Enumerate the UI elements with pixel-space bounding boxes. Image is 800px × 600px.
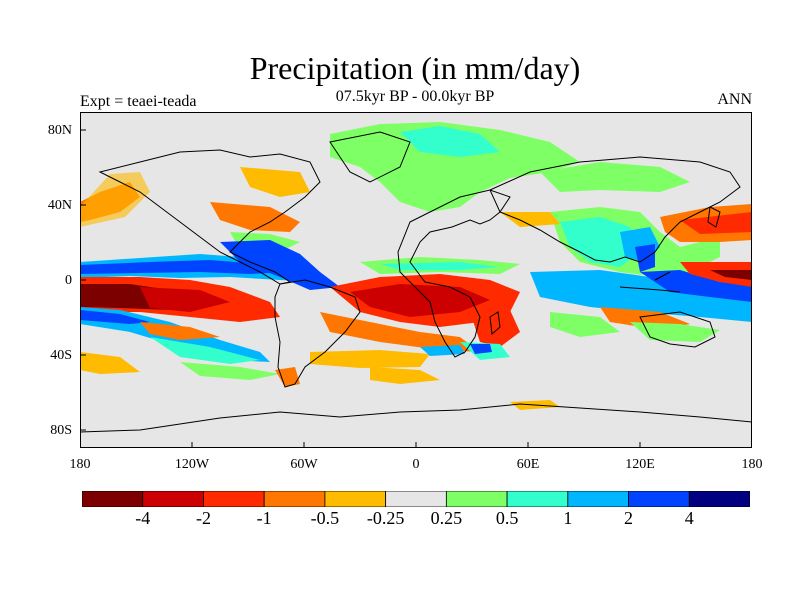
anomaly-region-spcz-core	[80, 310, 150, 324]
lon-tick-label: 120E	[625, 457, 655, 472]
anomaly-region-maritime	[640, 270, 752, 302]
anomaly-region-s-indian-yellow	[370, 367, 440, 384]
map-title: Precipitation (in mm/day)	[249, 50, 581, 86]
lon-tick-label: 60E	[516, 457, 540, 472]
anomaly-region-itcz-pacific-core	[80, 260, 290, 274]
colorbar-label: -1	[256, 508, 272, 528]
anomaly-region-s-africa	[470, 310, 520, 347]
anomaly-region-ne-pacific-outer	[80, 172, 150, 227]
colorbar-label: -4	[135, 508, 151, 528]
colorbar-label: -0.5	[310, 508, 340, 528]
colorbar-swatch	[688, 491, 750, 507]
anomaly-region-s-ocean-2	[80, 352, 140, 374]
experiment-label: Expt = teaei-teada	[80, 93, 197, 110]
anomaly-region-s-ocean-cyan	[550, 312, 620, 337]
anomaly-region-india	[560, 217, 640, 267]
lat-tick-label: 0	[65, 273, 72, 288]
anomaly-region-w-pacific-red	[680, 262, 752, 287]
colorbar-swatch	[445, 491, 508, 507]
colorbar-swatch	[263, 491, 326, 507]
anomaly-region-w-pacific-core	[710, 270, 752, 280]
colorbar-swatch	[567, 491, 629, 507]
anomaly-region-s-pacific-cyan	[150, 337, 260, 364]
anomaly-region-s-ocean-1	[180, 362, 280, 380]
anomaly-region-s-atlantic-core	[350, 284, 490, 317]
colorbar-swatch	[142, 491, 204, 507]
precipitation-map	[80, 112, 752, 448]
anomaly-region-s-pacific-orange	[140, 322, 220, 340]
map-frame	[80, 112, 752, 448]
anomaly-region-n-africa-orange	[500, 212, 560, 227]
lat-tick-label: 40S	[50, 348, 72, 363]
colorbar-swatch	[506, 491, 569, 507]
lat-tick-label: 40N	[47, 198, 72, 213]
anomaly-region-n-atlantic	[210, 202, 300, 232]
anomaly-region-s-atlantic-yellow	[310, 350, 430, 368]
anomaly-region-eq-pacific-mid	[140, 287, 230, 312]
colorbar-label: 2	[624, 508, 634, 528]
anomaly-region-patagonia	[275, 367, 300, 387]
anomaly-region-central-america	[220, 240, 340, 290]
colorbar-swatch	[82, 491, 144, 507]
anomaly-region-philippines	[635, 244, 655, 272]
lon-tick-label: 0	[412, 457, 420, 472]
map-subtitle: 07.5kyr BP - 00.0kyr BP	[335, 88, 495, 105]
lat-tick-label: 80N	[47, 123, 72, 138]
anomaly-region-nw-pacific-core	[680, 212, 752, 234]
anomaly-region-indian-ocean	[530, 270, 752, 322]
colorbar-label: 0.25	[430, 508, 463, 528]
anomaly-region-s-indian-blue	[470, 344, 492, 354]
colorbar-label: -0.25	[366, 508, 405, 528]
colorbar	[82, 491, 750, 507]
anomaly-region-arctic-inner	[400, 126, 500, 157]
colorbar-label: 0.5	[495, 508, 519, 528]
colorbar-swatch	[385, 491, 447, 507]
anomaly-region-siberia	[540, 162, 690, 192]
lon-tick-label: 180	[741, 457, 763, 472]
anomaly-region-arctic	[330, 122, 580, 212]
colorbar-label: 1	[563, 508, 573, 528]
lat-tick-label: 80S	[50, 423, 72, 438]
anomaly-region-canada	[240, 167, 310, 197]
anomaly-region-s-atlantic-orange	[320, 312, 480, 352]
season-label: ANN	[717, 91, 752, 108]
coastlines	[80, 131, 752, 433]
colorbar-swatch	[324, 491, 387, 507]
anomaly-region-s-ocean-4	[420, 345, 465, 356]
colorbar-label: -2	[195, 508, 211, 528]
anomaly-region-sahel-core	[380, 262, 500, 270]
lon-tick-label: 180	[69, 457, 91, 472]
lon-tick-label: 120W	[174, 457, 210, 472]
lon-tick-label: 60W	[290, 457, 318, 472]
anomaly-region-australia	[630, 322, 720, 342]
colorbar-swatch	[203, 491, 265, 507]
colorbar-label: 4	[684, 508, 694, 528]
colorbar-swatch	[628, 491, 690, 507]
